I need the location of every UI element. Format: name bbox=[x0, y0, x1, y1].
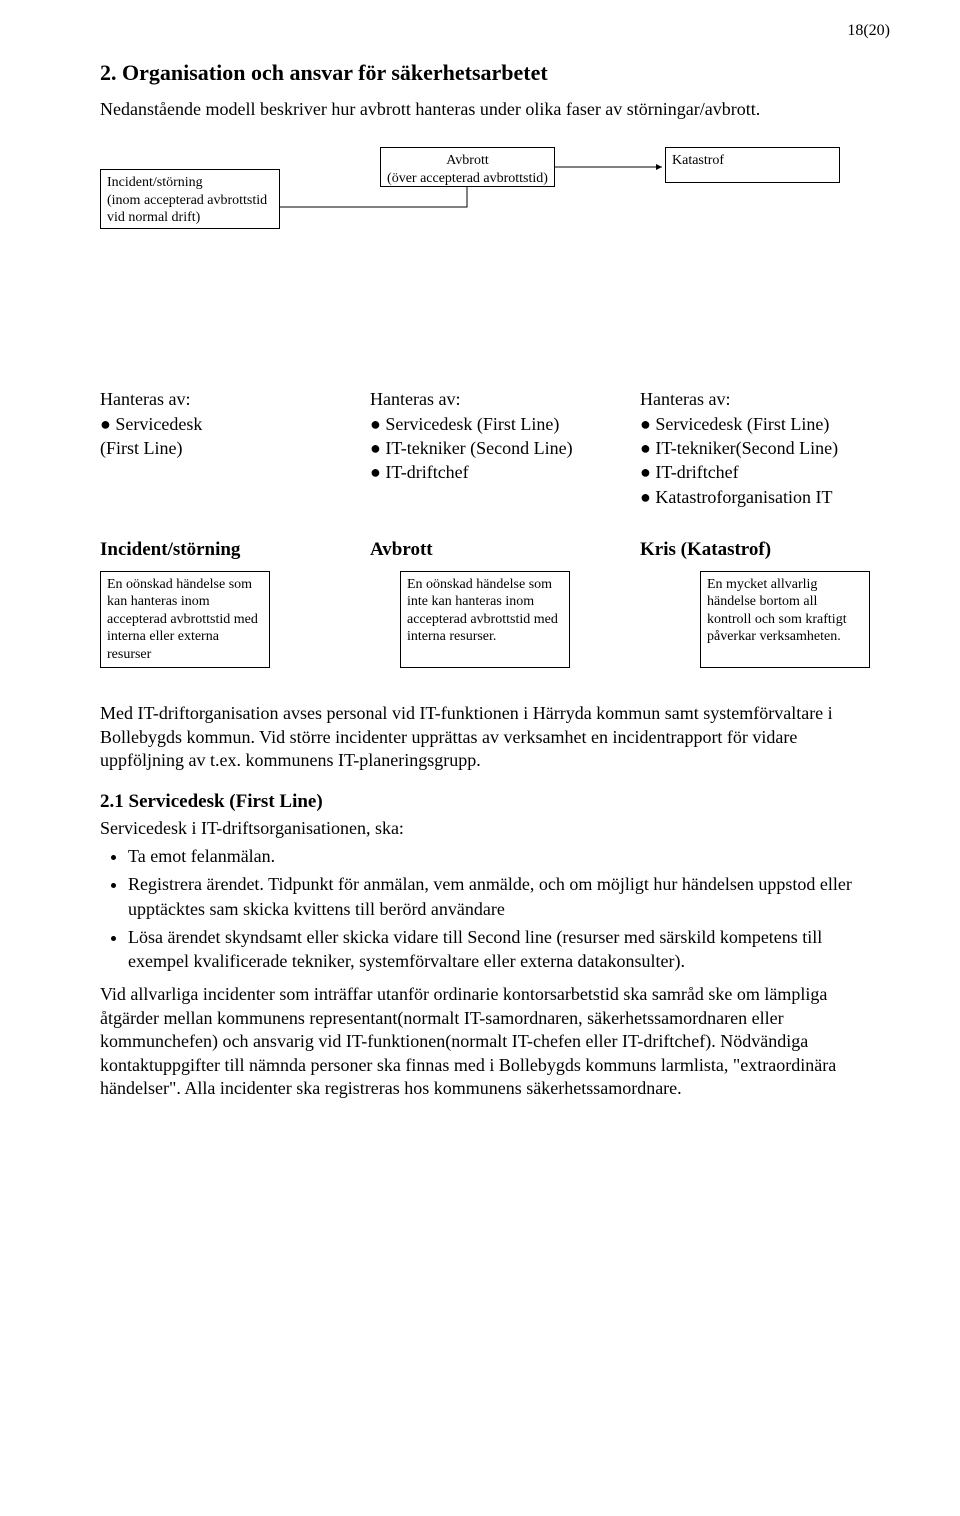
col1-title: Hanteras av: bbox=[100, 387, 330, 411]
definition-titles-row: Incident/störning Avbrott Kris (Katastro… bbox=[100, 539, 870, 561]
definition-box-incident: En oönskad händelse som kan hanteras ino… bbox=[100, 571, 270, 669]
title-incident: Incident/störning bbox=[100, 539, 330, 561]
handled-by-columns: Hanteras av: ● Servicedesk (First Line) … bbox=[100, 387, 870, 508]
col3-title: Hanteras av: bbox=[640, 387, 870, 411]
handled-col-1: Hanteras av: ● Servicedesk (First Line) bbox=[100, 387, 330, 508]
list-item: Lösa ärendet skyndsamt eller skicka vida… bbox=[128, 925, 870, 974]
title-kris: Kris (Katastrof) bbox=[640, 539, 870, 561]
servicedesk-list: Ta emot felanmälan. Registrera ärendet. T… bbox=[128, 844, 870, 973]
col1-items: ● Servicedesk (First Line) bbox=[100, 412, 330, 461]
drift-org-paragraph: Med IT-driftorganisation avses personal … bbox=[100, 702, 870, 772]
list-item: Registrera ärendet. Tidpunkt för anmälan… bbox=[128, 872, 870, 921]
handled-col-2: Hanteras av: ● Servicedesk (First Line) … bbox=[370, 387, 600, 508]
definition-boxes-row: En oönskad händelse som kan hanteras ino… bbox=[100, 571, 870, 669]
col2-title: Hanteras av: bbox=[370, 387, 600, 411]
document-page: 18(20) 2. Organisation och ansvar för sä… bbox=[0, 0, 960, 1516]
final-paragraph: Vid allvarliga incidenter som inträffar … bbox=[100, 983, 870, 1100]
escalation-diagram: Incident/störning (inom accepterad avbro… bbox=[100, 147, 870, 357]
subsection-21-title: 2.1 Servicedesk (First Line) bbox=[100, 791, 870, 813]
page-number: 18(20) bbox=[847, 22, 890, 40]
definition-box-kris: En mycket allvarlig händelse bortom all … bbox=[700, 571, 870, 669]
subsection-21-lead: Servicedesk i IT-driftsorganisationen, s… bbox=[100, 817, 870, 840]
incident-box: Incident/störning (inom accepterad avbro… bbox=[100, 169, 280, 229]
col3-items: ● Servicedesk (First Line) ● IT-tekniker… bbox=[640, 412, 870, 509]
definition-box-avbrott: En oönskad händelse som inte kan hantera… bbox=[400, 571, 570, 669]
section-title: 2. Organisation och ansvar för säkerhets… bbox=[100, 60, 870, 86]
handled-col-3: Hanteras av: ● Servicedesk (First Line) … bbox=[640, 387, 870, 508]
intro-paragraph: Nedanstående modell beskriver hur avbrot… bbox=[100, 98, 870, 121]
spacer bbox=[610, 571, 660, 669]
spacer bbox=[310, 571, 360, 669]
col2-items: ● Servicedesk (First Line) ● IT-tekniker… bbox=[370, 412, 600, 485]
title-avbrott: Avbrott bbox=[370, 539, 600, 561]
list-item: Ta emot felanmälan. bbox=[128, 844, 870, 868]
katastrof-box: Katastrof bbox=[665, 147, 840, 183]
avbrott-box: Avbrott (över accepterad avbrottstid) bbox=[380, 147, 555, 187]
